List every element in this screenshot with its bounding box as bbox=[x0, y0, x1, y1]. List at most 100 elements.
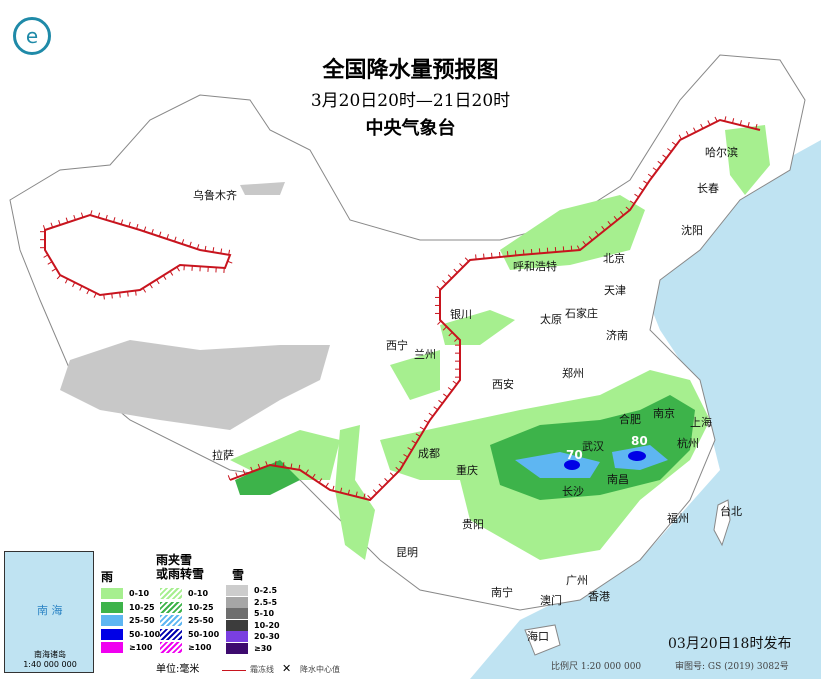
city-label: 郑州 bbox=[562, 367, 584, 380]
frost-line-tick bbox=[643, 180, 648, 185]
frost-line-tick bbox=[318, 478, 323, 483]
frost-line-tick bbox=[340, 487, 343, 493]
city-label: 天津 bbox=[604, 284, 626, 297]
frost-line-tick bbox=[731, 118, 735, 124]
frost-line-tick bbox=[212, 247, 215, 253]
frost-line-tick bbox=[613, 216, 618, 221]
city-label: 西安 bbox=[492, 378, 514, 391]
frost-line-tick bbox=[407, 447, 413, 451]
legend-label-snow: 10-20 bbox=[254, 620, 280, 630]
frost-line-tick bbox=[135, 290, 137, 296]
legend-label-mixed: ≥100 bbox=[188, 643, 212, 652]
frost-line-tick bbox=[667, 148, 672, 152]
city-label: 杭州 bbox=[677, 437, 699, 450]
frost-line-tick bbox=[459, 263, 464, 268]
legend-label-rain: 0-10 bbox=[129, 589, 150, 598]
frost-line-tick bbox=[227, 475, 231, 481]
city-label: 兰州 bbox=[414, 348, 436, 361]
taiwan bbox=[713, 499, 731, 547]
frost-line-tick bbox=[127, 291, 129, 297]
map-approval-number: 审图号: GS (2019) 3082号 bbox=[675, 662, 789, 672]
frost-line-tick bbox=[662, 154, 667, 159]
legend-mixed-title-2: 或雨转雪 bbox=[156, 567, 205, 581]
frost-line-tick bbox=[128, 221, 131, 227]
frost-line-tick bbox=[73, 214, 76, 221]
rain-light-ne bbox=[725, 125, 770, 195]
legend-swatch-snow bbox=[226, 619, 248, 631]
frost-line-tick bbox=[311, 473, 316, 479]
inset-caption-text: 南海诸岛 bbox=[34, 650, 66, 659]
frost-line-tick bbox=[72, 282, 76, 288]
city-label: 长春 bbox=[697, 182, 719, 195]
frost-line-tick bbox=[119, 292, 121, 298]
issue-time: 03月20日18时发布 bbox=[668, 636, 792, 652]
city-label: 乌鲁木齐 bbox=[193, 189, 237, 202]
city-label: 沈阳 bbox=[681, 224, 703, 237]
map-scale: 比例尺 1:20 000 000 bbox=[551, 662, 642, 672]
legend-swatch-rain bbox=[101, 588, 123, 599]
city-label: 台北 bbox=[720, 505, 742, 518]
frost-line-tick bbox=[714, 116, 718, 122]
frost-line-tick bbox=[347, 489, 350, 495]
frost-line-tick bbox=[265, 461, 268, 467]
legend-swatch-mixed bbox=[160, 588, 182, 599]
frost-line-tick bbox=[447, 274, 453, 279]
forecast-period: 3月20日20时—21日20时 bbox=[310, 91, 511, 111]
legend-label-snow: 20-30 bbox=[254, 632, 280, 641]
frost-line-tick bbox=[105, 214, 108, 220]
frost-line-tick bbox=[442, 326, 448, 331]
city-label: 昆明 bbox=[396, 546, 418, 559]
frost-line-tick bbox=[448, 331, 453, 337]
legend-label-snow: 5-10 bbox=[254, 609, 275, 618]
frost-line-tick bbox=[113, 217, 116, 223]
city-label: 福州 bbox=[667, 512, 689, 525]
frost-line-tick bbox=[619, 211, 624, 216]
city-label: 北京 bbox=[603, 252, 625, 265]
legend-swatch-snow bbox=[226, 642, 248, 654]
city-label: 哈尔滨 bbox=[705, 146, 738, 159]
hainan bbox=[524, 624, 561, 656]
frost-line-tick bbox=[607, 220, 612, 226]
legend-label-snow: 2.5-5 bbox=[254, 597, 278, 607]
snow-xinjiang bbox=[240, 182, 285, 195]
inset-sea-label: 南 海 bbox=[37, 604, 63, 617]
map-title: 全国降水量预报图 bbox=[322, 57, 499, 83]
rain-center-value: 80 bbox=[631, 434, 648, 448]
legend-swatch-snow bbox=[226, 631, 248, 642]
frost-line-tick bbox=[693, 127, 697, 133]
frost-line-tick bbox=[151, 229, 154, 235]
frost-line-tick bbox=[176, 266, 180, 272]
frost-line-tick bbox=[298, 464, 301, 470]
frost-line-tick bbox=[242, 469, 246, 475]
frost-line-tick bbox=[166, 234, 169, 240]
frost-line-tick bbox=[189, 241, 192, 247]
frost-line-tick bbox=[700, 123, 704, 129]
frost-line-tick bbox=[415, 433, 421, 437]
frost-line-tick bbox=[576, 245, 581, 251]
frost-line-tick bbox=[403, 454, 409, 458]
legend-swatch-rain bbox=[101, 615, 123, 626]
legend-center-mark: 降水中心值 bbox=[300, 665, 340, 674]
frost-line-tick bbox=[389, 472, 395, 477]
frost-line-tick bbox=[51, 268, 57, 272]
city-label: 合肥 bbox=[619, 413, 641, 426]
frost-line-tick bbox=[332, 485, 335, 491]
frost-line-tick bbox=[707, 120, 711, 126]
legend-swatch-mixed bbox=[160, 628, 182, 640]
frost-line-tick bbox=[257, 463, 261, 469]
frost-line-tick bbox=[453, 268, 458, 273]
city-label: 上海 bbox=[690, 416, 712, 429]
legend-swatch-rain bbox=[101, 642, 123, 653]
frost-line-tick bbox=[47, 261, 53, 265]
legend-label-rain: 25-50 bbox=[129, 616, 155, 625]
legend-label-mixed: 10-25 bbox=[188, 602, 214, 612]
legend-swatch-mixed bbox=[160, 642, 182, 653]
city-label: 呼和浩特 bbox=[513, 260, 557, 273]
legend-label-mixed: 25-50 bbox=[188, 616, 214, 625]
legend-swatch-snow bbox=[226, 596, 248, 608]
frost-line-tick bbox=[235, 472, 238, 478]
city-label: 济南 bbox=[606, 329, 628, 342]
frost-line-tick bbox=[56, 274, 61, 280]
frost-line-tick bbox=[42, 225, 46, 231]
city-label: 香港 bbox=[588, 590, 610, 603]
